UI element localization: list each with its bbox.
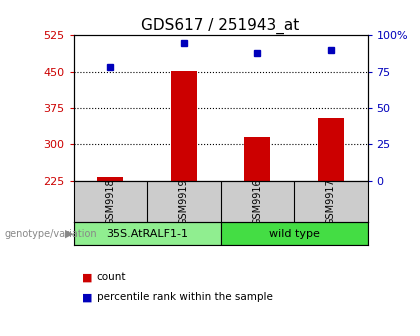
Bar — [318, 118, 344, 181]
Bar — [244, 137, 270, 181]
Bar — [97, 177, 123, 181]
Text: ■: ■ — [82, 272, 92, 282]
Text: percentile rank within the sample: percentile rank within the sample — [97, 292, 273, 302]
Text: GSM9919: GSM9919 — [179, 178, 189, 225]
Text: ■: ■ — [82, 292, 92, 302]
Text: wild type: wild type — [268, 229, 320, 239]
Text: genotype/variation: genotype/variation — [4, 229, 97, 239]
Text: GSM9917: GSM9917 — [326, 178, 336, 225]
Text: GSM9916: GSM9916 — [252, 178, 262, 225]
Bar — [171, 71, 197, 181]
Bar — [220, 222, 368, 245]
Text: GSM9918: GSM9918 — [105, 178, 115, 225]
Title: GDS617 / 251943_at: GDS617 / 251943_at — [142, 18, 299, 34]
Text: 35S.AtRALF1-1: 35S.AtRALF1-1 — [106, 229, 188, 239]
Text: count: count — [97, 272, 126, 282]
Bar — [74, 222, 220, 245]
Text: ▶: ▶ — [65, 229, 73, 239]
